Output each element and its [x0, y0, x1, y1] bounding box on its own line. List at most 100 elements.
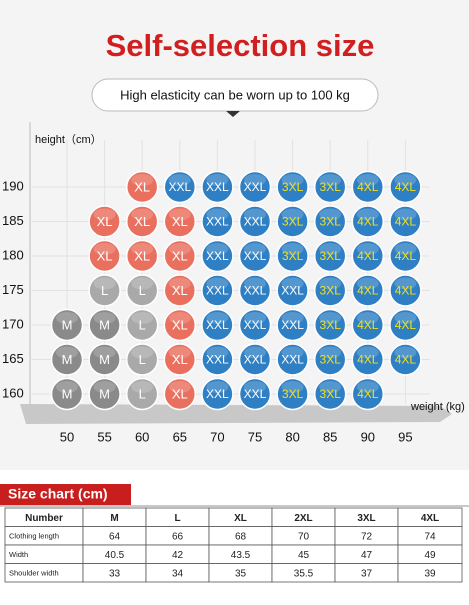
size-label: L	[101, 283, 108, 298]
size-label: 3XL	[320, 318, 342, 332]
size-label: XXL	[281, 318, 304, 332]
size-dot	[88, 343, 121, 376]
dot-shine	[244, 243, 266, 255]
dot-shine	[168, 381, 191, 393]
size-dot	[276, 170, 309, 204]
y-tick-label: 180	[2, 247, 24, 262]
table-title-box	[0, 484, 131, 506]
size-dot	[313, 343, 347, 376]
size-dot	[50, 308, 84, 342]
size-label: XL	[134, 214, 150, 229]
dot-shine	[356, 174, 379, 186]
dot-shine	[168, 174, 191, 186]
dot-shine	[131, 381, 154, 393]
size-dot	[163, 239, 197, 273]
table-value: 39	[424, 568, 436, 579]
size-dot	[389, 239, 422, 273]
size-dot	[201, 377, 234, 411]
y-tick-label: 185	[2, 213, 24, 228]
size-label: 3XL	[320, 353, 342, 367]
size-dot	[351, 274, 385, 307]
size-label: XXL	[244, 215, 267, 229]
dot-shine	[356, 346, 379, 359]
x-tick-label: 90	[361, 429, 375, 444]
dot-shine	[206, 174, 229, 186]
table-value: 34	[172, 568, 184, 579]
dot-shine	[356, 381, 379, 393]
size-dot	[238, 377, 272, 411]
size-dot	[351, 343, 385, 376]
size-label: 4XL	[395, 353, 417, 367]
dot-shine	[168, 243, 191, 255]
size-dot	[276, 308, 309, 342]
x-tick-label: 55	[97, 429, 111, 444]
dot-shine	[131, 346, 154, 359]
size-label: M	[99, 352, 110, 367]
size-label: XXL	[244, 284, 267, 298]
size-label: XXL	[168, 180, 191, 194]
size-dot	[313, 274, 347, 307]
size-label: XL	[134, 248, 150, 263]
size-label: L	[139, 386, 146, 401]
table-header-cell: Number	[25, 513, 63, 524]
size-label: 3XL	[282, 387, 304, 401]
size-dot	[389, 343, 422, 376]
dot-shine	[394, 174, 417, 186]
table-header-cell: 4XL	[421, 513, 439, 524]
size-dot	[125, 205, 159, 238]
dot-shine	[356, 243, 379, 255]
table-row-label: Width	[9, 550, 28, 559]
table-value: 64	[109, 531, 121, 542]
table-value: 43.5	[231, 550, 251, 561]
size-label: 4XL	[395, 318, 417, 332]
table-header-cell: 3XL	[357, 513, 375, 524]
x-tick-label: 95	[398, 429, 412, 444]
dot-shine	[394, 312, 417, 324]
table-row-label: Shoulder width	[9, 569, 59, 578]
table-value: 66	[172, 531, 184, 542]
size-label: 3XL	[282, 249, 304, 263]
size-dot	[238, 308, 272, 342]
x-tick-label: 65	[173, 429, 187, 444]
dot-shine	[281, 381, 304, 393]
size-label: 4XL	[357, 284, 379, 298]
size-label: XXL	[244, 387, 267, 401]
size-dot	[125, 343, 159, 376]
table-value: 35.5	[294, 568, 314, 579]
x-tick-label: 85	[323, 429, 337, 444]
size-label: XL	[97, 214, 113, 229]
dot-shine	[244, 312, 266, 324]
size-label: XL	[172, 283, 188, 298]
size-dot	[88, 274, 121, 307]
dot-shine	[93, 208, 116, 221]
size-label: XXL	[244, 353, 267, 367]
size-dot	[276, 343, 309, 376]
size-dot	[88, 239, 121, 273]
table-value: 47	[361, 550, 373, 561]
size-label: XXL	[206, 318, 229, 332]
size-dot	[313, 377, 347, 411]
dot-shine	[319, 243, 342, 255]
y-tick-label: 190	[2, 178, 24, 193]
size-label: M	[62, 352, 73, 367]
dot-shine	[319, 346, 342, 359]
size-label: XXL	[206, 284, 229, 298]
x-tick-label: 50	[60, 429, 74, 444]
dot-shine	[356, 312, 379, 324]
size-dot	[88, 205, 121, 238]
dot-shine	[168, 277, 191, 290]
size-label: XXL	[244, 318, 267, 332]
dot-shine	[394, 208, 417, 221]
size-label: M	[99, 317, 110, 332]
dot-shine	[206, 381, 229, 393]
table-value: 35	[235, 568, 247, 579]
table-value: 49	[424, 550, 436, 561]
table-header-cell: 2XL	[294, 513, 312, 524]
size-dot	[313, 239, 347, 273]
size-dot	[313, 308, 347, 342]
dot-shine	[56, 312, 78, 324]
size-label: XXL	[244, 249, 267, 263]
table-title: Size chart (cm)	[8, 486, 108, 502]
dot-shine	[281, 312, 304, 324]
